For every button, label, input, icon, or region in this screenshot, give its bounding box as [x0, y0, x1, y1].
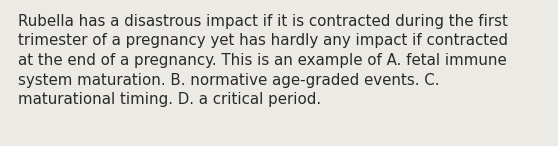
Text: maturational timing. D. a critical period.: maturational timing. D. a critical perio… — [18, 92, 321, 107]
Text: Rubella has a disastrous impact if it is contracted during the first: Rubella has a disastrous impact if it is… — [18, 14, 508, 29]
Text: trimester of a pregnancy yet has hardly any impact if contracted: trimester of a pregnancy yet has hardly … — [18, 33, 508, 48]
Text: system maturation. B. normative age-graded events. C.: system maturation. B. normative age-grad… — [18, 73, 440, 87]
Text: at the end of a pregnancy. This is an example of A. fetal immune: at the end of a pregnancy. This is an ex… — [18, 53, 507, 68]
